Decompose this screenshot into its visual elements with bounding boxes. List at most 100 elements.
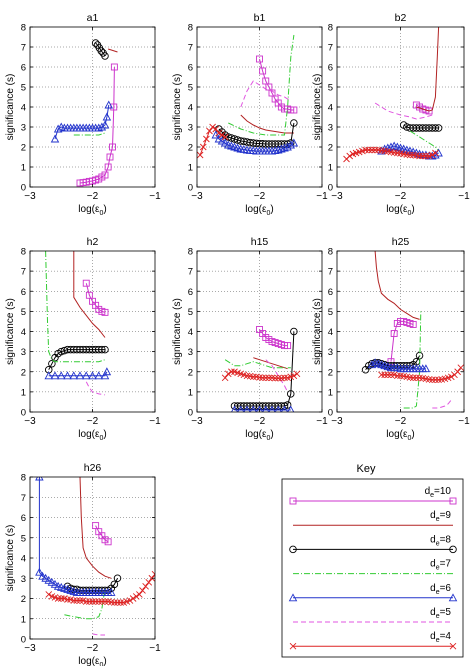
plot-area — [197, 27, 322, 187]
data-point-de-10 — [110, 103, 118, 111]
series-line-de-5 — [92, 633, 105, 636]
data-point-de-6 — [69, 371, 79, 380]
panel-title: h26 — [84, 462, 102, 474]
data-point-de-4 — [365, 146, 373, 154]
data-point-de-8 — [434, 124, 443, 132]
data-point-de-10 — [290, 106, 298, 114]
series-line-de-7 — [64, 588, 106, 620]
data-point-de-8 — [287, 390, 295, 398]
data-point-de-6 — [243, 405, 251, 412]
plot-area — [30, 27, 155, 187]
y-tick-label: 0 — [328, 183, 333, 194]
key-entry-label: de=4 — [430, 631, 451, 644]
data-point-de-8 — [101, 52, 109, 60]
data-point-de-8 — [98, 345, 106, 354]
series-line-de-5 — [240, 80, 291, 108]
y-tick-label: 1 — [21, 163, 26, 174]
data-point-de-4 — [457, 364, 464, 372]
data-point-de-6 — [104, 100, 114, 109]
data-point-de-4 — [422, 152, 430, 160]
key-entry-marker — [289, 497, 297, 505]
data-point-de-6 — [249, 405, 257, 412]
data-point-de-4 — [262, 374, 270, 382]
data-point-de-4 — [221, 133, 229, 141]
x-tick-label: −3 — [331, 416, 343, 427]
series-group — [221, 326, 301, 412]
panel-a1: −3 −2 −1 0 1 2 3 4 5 6 7 8 a1 log(ε0) significance (s) — [5, 12, 161, 217]
data-point-de-10 — [110, 63, 118, 71]
data-point-de-4 — [428, 151, 436, 159]
data-point-de-4 — [387, 371, 395, 379]
data-point-de-4 — [265, 374, 273, 382]
y-tick-label: 6 — [21, 63, 26, 74]
data-point-de-4 — [197, 151, 204, 159]
data-point-de-4 — [114, 599, 121, 606]
y-tick-label: 6 — [328, 63, 333, 74]
data-point-de-4 — [145, 578, 153, 586]
y-tick-label: 0 — [21, 183, 26, 194]
y-tick-label: 8 — [188, 247, 193, 258]
series-group — [50, 39, 118, 187]
y-tick-label: 8 — [21, 247, 26, 258]
y-tick-label: 8 — [328, 247, 333, 258]
panel-title: h2 — [87, 236, 99, 248]
data-point-de-4 — [228, 368, 235, 376]
y-tick-label: 5 — [328, 307, 333, 318]
data-point-de-4 — [98, 598, 106, 605]
y-tick-label: 3 — [188, 347, 193, 358]
panel-title: a1 — [87, 12, 99, 24]
series-line-de-7 — [409, 130, 439, 152]
x-axis-label: log(ε0) — [386, 204, 414, 217]
y-tick-label: 8 — [21, 473, 26, 484]
data-point-de-4 — [136, 591, 143, 598]
x-tick-label: −2 — [87, 643, 99, 654]
panel-title: h15 — [251, 236, 269, 248]
series-line-de-7 — [45, 251, 106, 363]
data-point-de-6 — [262, 405, 270, 412]
x-tick-label: −3 — [24, 643, 36, 654]
data-point-de-6 — [50, 371, 60, 380]
series-line-de-9 — [107, 48, 118, 53]
y-tick-label: 7 — [188, 267, 193, 278]
data-point-de-4 — [362, 146, 369, 154]
series-line-de-10 — [259, 329, 288, 347]
series-line-de-9 — [240, 114, 294, 134]
data-point-de-6 — [38, 571, 47, 580]
data-point-de-6 — [273, 145, 283, 154]
data-point-de-4 — [428, 376, 436, 384]
key-entry: de=7 — [293, 559, 453, 575]
x-tick-label: −1 — [149, 191, 161, 202]
y-tick-label: 8 — [188, 23, 193, 34]
x-tick-label: −2 — [254, 416, 266, 427]
key-entry-marker — [288, 593, 298, 602]
data-point-de-8 — [110, 580, 119, 589]
y-tick-label: 0 — [188, 183, 193, 194]
series-group — [35, 477, 155, 636]
data-point-de-4 — [206, 127, 213, 135]
y-tick-label: 4 — [188, 327, 193, 338]
y-tick-label: 1 — [188, 387, 193, 398]
data-point-de-6 — [231, 405, 238, 412]
data-point-de-6 — [47, 577, 57, 586]
x-axis-label: log(ε0) — [78, 656, 106, 666]
x-axis-label: log(ε0) — [78, 429, 106, 442]
data-point-de-8 — [290, 119, 298, 127]
data-point-de-4 — [413, 374, 420, 382]
key-entry-label: de=5 — [430, 607, 451, 620]
y-tick-label: 7 — [328, 43, 333, 54]
x-tick-label: −2 — [395, 416, 407, 427]
data-point-de-6 — [100, 120, 110, 129]
data-point-de-4 — [447, 373, 455, 381]
y-axis-label: significance (s) — [5, 298, 16, 365]
key-entry-label: de=7 — [430, 559, 451, 572]
key-entry-marker — [449, 545, 457, 554]
data-point-de-6 — [50, 579, 60, 588]
y-tick-label: 4 — [328, 103, 333, 114]
data-point-de-4 — [148, 574, 155, 582]
y-tick-label: 1 — [21, 614, 26, 625]
data-point-de-4 — [419, 152, 427, 160]
key-entry: de=5 — [293, 607, 453, 623]
y-tick-label: 2 — [21, 367, 26, 378]
data-point-de-6 — [277, 144, 286, 153]
